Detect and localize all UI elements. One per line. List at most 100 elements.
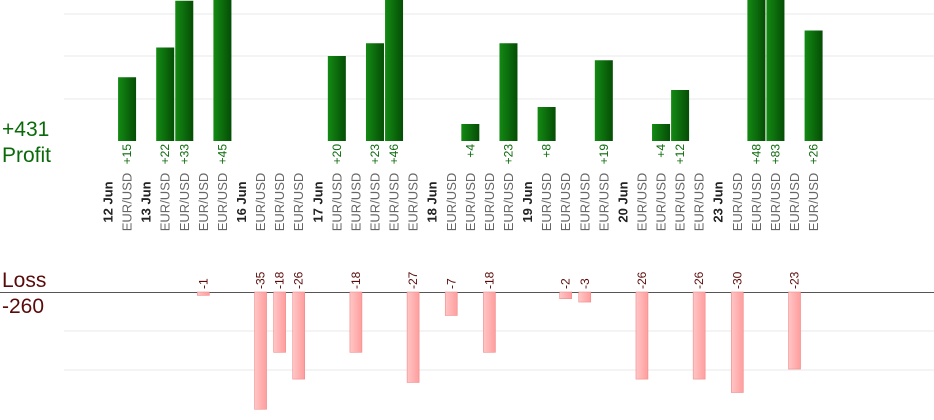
- loss-value-label: -26: [292, 271, 306, 289]
- profit-bar: [175, 0, 194, 141]
- date-label: 20 Jun: [615, 181, 630, 222]
- pair-label: EUR/USD: [692, 173, 707, 232]
- loss-bar: [635, 291, 649, 380]
- pair-label: EUR/USD: [272, 173, 287, 232]
- loss-bar: [273, 291, 286, 353]
- loss-value-label: -1: [196, 278, 210, 289]
- profit-bar: [156, 47, 175, 141]
- date-label: 13 Jun: [139, 181, 154, 222]
- pair-label: EUR/USD: [406, 173, 421, 232]
- profit-bar: [365, 43, 384, 141]
- loss-value-label: -3: [578, 278, 592, 289]
- loss-label: Loss: [2, 269, 47, 292]
- pair-label: EUR/USD: [806, 173, 821, 232]
- profit-bar: [499, 43, 518, 141]
- profit-value-label: +8: [540, 144, 554, 158]
- loss-bar: [788, 291, 801, 370]
- profit-value-label: +22: [158, 144, 172, 165]
- loss-total: -260: [2, 295, 45, 318]
- loss-value-label: -18: [273, 271, 287, 289]
- profit-label: Profit: [2, 144, 52, 167]
- date-label: 23 Jun: [711, 181, 726, 222]
- pair-label: EUR/USD: [673, 173, 688, 232]
- profit-bar: [804, 30, 823, 141]
- profit-total: +431: [2, 118, 50, 141]
- pair-label: EUR/USD: [501, 173, 516, 232]
- pair-label: EUR/USD: [177, 173, 192, 232]
- pair-label: EUR/USD: [348, 173, 363, 232]
- profit-bar: [671, 90, 690, 141]
- pair-label: EUR/USD: [787, 173, 802, 232]
- date-label: 18 Jun: [425, 181, 440, 222]
- profit-value-label: +23: [501, 144, 515, 165]
- profit-value-label: +20: [330, 144, 344, 165]
- loss-bar: [406, 291, 420, 383]
- date-label: 19 Jun: [520, 181, 535, 222]
- profit-bar: [118, 77, 137, 141]
- loss-bar: [483, 291, 496, 353]
- loss-value-label: -18: [349, 271, 363, 289]
- pair-label: EUR/USD: [558, 173, 573, 232]
- loss-bar: [444, 291, 458, 316]
- profit-value-label: +46: [387, 144, 401, 165]
- loss-value-label: -26: [635, 271, 649, 289]
- pair-label: EUR/USD: [539, 173, 554, 232]
- loss-bar: [292, 291, 306, 380]
- profit-value-label: +19: [597, 144, 611, 165]
- loss-bar: [197, 291, 210, 296]
- pair-label: EUR/USD: [196, 173, 211, 232]
- loss-bar: [692, 291, 706, 380]
- loss-value-label: -23: [788, 271, 802, 289]
- loss-bar: [254, 291, 267, 410]
- profit-bar: [327, 56, 346, 141]
- loss-value-label: -26: [692, 271, 706, 289]
- loss-value-label: -7: [444, 278, 458, 289]
- pair-label: EUR/USD: [749, 173, 764, 232]
- pair-label: EUR/USD: [158, 173, 173, 232]
- loss-value-label: -2: [559, 278, 573, 289]
- pair-label: EUR/USD: [596, 173, 611, 232]
- pair-label: EUR/USD: [120, 173, 135, 232]
- profit-bar: [385, 0, 404, 141]
- loss-value-label: -27: [406, 271, 420, 289]
- profit-bar: [461, 124, 480, 141]
- pair-label: EUR/USD: [577, 173, 592, 232]
- loss-value-label: -30: [730, 271, 744, 289]
- profit-bar: [652, 124, 671, 141]
- loss-value-label: -18: [482, 271, 496, 289]
- pair-label: EUR/USD: [329, 173, 344, 232]
- date-label: 12 Jun: [101, 181, 116, 222]
- pair-label: EUR/USD: [634, 173, 649, 232]
- date-label: 17 Jun: [310, 181, 325, 222]
- profit-bar: [594, 60, 613, 141]
- profit-bar: [766, 0, 785, 141]
- loss-value-label: -35: [254, 271, 268, 289]
- profit-value-label: +12: [673, 144, 687, 165]
- pair-label: EUR/USD: [654, 173, 669, 232]
- loss-bar: [731, 291, 744, 393]
- pair-label: EUR/USD: [291, 173, 306, 232]
- profit-value-label: +45: [215, 144, 229, 165]
- profit-bar: [747, 0, 766, 141]
- pair-label: EUR/USD: [367, 173, 382, 232]
- profit-bar: [213, 0, 232, 141]
- profit-value-label: +33: [177, 144, 191, 165]
- pair-label: EUR/USD: [463, 173, 478, 232]
- date-label: 16 Jun: [234, 181, 249, 222]
- pair-label: EUR/USD: [215, 173, 230, 232]
- loss-bar: [578, 291, 592, 303]
- loss-bar: [559, 291, 572, 299]
- profit-value-label: +15: [120, 144, 134, 165]
- profit-value-label: +26: [807, 144, 821, 165]
- pair-label: EUR/USD: [444, 173, 459, 232]
- loss-bar: [349, 291, 363, 353]
- pair-label: EUR/USD: [482, 173, 497, 232]
- profit-bar: [537, 107, 556, 141]
- profit-value-label: +4: [463, 144, 477, 158]
- pair-label: EUR/USD: [387, 173, 402, 232]
- profit-value-label: +4: [654, 144, 668, 158]
- pair-label: EUR/USD: [768, 173, 783, 232]
- profit-value-label: +83: [768, 144, 782, 165]
- profit-value-label: +48: [749, 144, 763, 165]
